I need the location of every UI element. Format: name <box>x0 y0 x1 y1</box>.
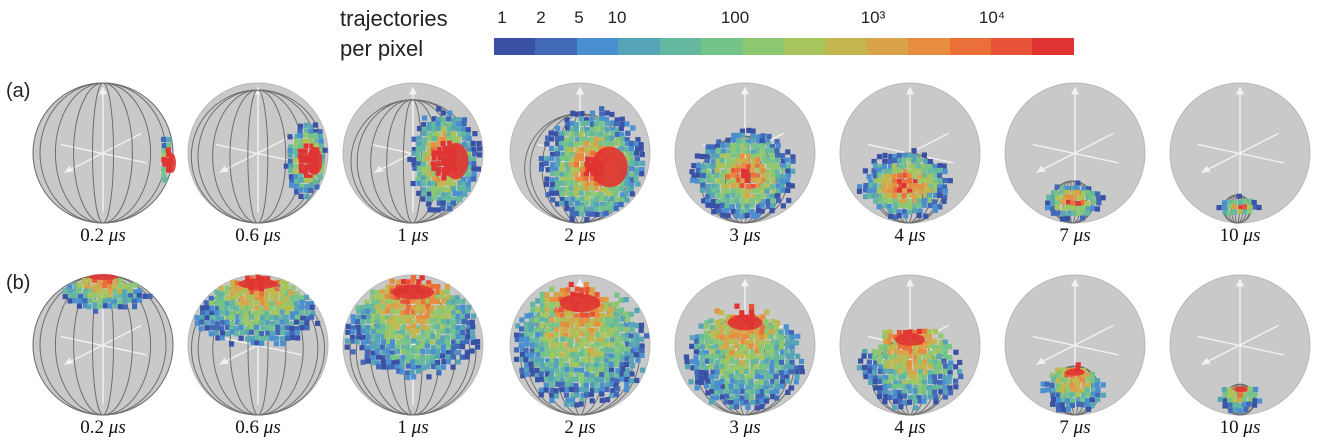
bloch-sphere-b-8 <box>1169 274 1311 416</box>
colorbar-tick: 1 <box>497 8 507 27</box>
time-unit: μs <box>108 225 126 246</box>
time-label: 4 μs <box>835 417 985 439</box>
time-unit: μs <box>1073 417 1091 438</box>
time-value: 10 <box>1219 225 1244 246</box>
time-label: 3 μs <box>670 225 820 247</box>
time-unit: μs <box>1243 417 1261 438</box>
time-value: 0.2 <box>80 417 109 438</box>
colorbar-segment <box>1032 38 1074 55</box>
time-label: 2 μs <box>505 225 655 247</box>
legend-title-line1: trajectories <box>340 6 448 31</box>
time-unit: μs <box>1243 225 1261 246</box>
time-unit: μs <box>578 417 596 438</box>
colorbar-segment <box>866 38 909 55</box>
time-unit: μs <box>1073 225 1091 246</box>
time-label: 0.6 μs <box>183 225 333 247</box>
legend-title-line2: per pixel <box>340 36 424 61</box>
time-label: 10 μs <box>1165 225 1315 247</box>
time-label: 0.2 μs <box>28 225 178 247</box>
time-value: 3 <box>729 417 744 438</box>
colorbar-segment <box>783 38 826 55</box>
bloch-sphere-b-2 <box>187 274 329 416</box>
time-value: 7 <box>1059 225 1074 246</box>
time-label: 2 μs <box>505 417 655 439</box>
colorbar <box>494 38 1074 55</box>
colorbar-tick: 100 <box>720 8 750 27</box>
bloch-sphere-a-5 <box>674 82 816 224</box>
colorbar-segment <box>576 38 619 55</box>
colorbar-tick: 2 <box>536 8 546 27</box>
bloch-sphere-b-7 <box>1004 274 1146 416</box>
time-value: 4 <box>894 417 909 438</box>
time-label: 7 μs <box>1000 225 1150 247</box>
time-label: 1 μs <box>338 225 488 247</box>
time-value: 0.6 <box>235 417 264 438</box>
colorbar-segment <box>535 38 577 55</box>
bloch-sphere-a-2 <box>187 82 329 224</box>
time-value: 2 <box>564 417 579 438</box>
time-label: 0.2 μs <box>28 417 178 439</box>
colorbar-tick: 10 <box>607 8 627 27</box>
bloch-sphere-a-1 <box>32 82 176 224</box>
bloch-sphere-a-3 <box>342 82 484 224</box>
legend-title: trajectories per pixel <box>340 4 448 64</box>
colorbar-segment <box>949 38 992 55</box>
time-label: 1 μs <box>338 417 488 439</box>
bloch-sphere-a-8 <box>1169 82 1311 224</box>
colorbar-ticks: 1 2 5 10 100 10³ 10⁴ <box>0 8 1329 34</box>
time-unit: μs <box>411 417 429 438</box>
time-value: 0.6 <box>235 225 264 246</box>
time-unit: μs <box>743 225 761 246</box>
colorbar-segment <box>659 38 702 55</box>
time-unit: μs <box>411 225 429 246</box>
time-value: 2 <box>564 225 579 246</box>
row-label-b: (b) <box>6 272 31 294</box>
time-unit: μs <box>578 225 596 246</box>
time-value: 4 <box>894 225 909 246</box>
bloch-sphere-b-3 <box>342 274 484 416</box>
time-value: 10 <box>1219 417 1244 438</box>
time-value: 0.2 <box>80 225 109 246</box>
colorbar-tick: 10⁴ <box>978 8 1006 27</box>
time-value: 3 <box>729 225 744 246</box>
colorbar-segment <box>618 38 660 55</box>
time-unit: μs <box>108 417 126 438</box>
time-unit: μs <box>908 225 926 246</box>
time-unit: μs <box>743 417 761 438</box>
colorbar-segment <box>991 38 1033 55</box>
time-unit: μs <box>908 417 926 438</box>
time-value: 1 <box>397 225 412 246</box>
colorbar-segment <box>701 38 743 55</box>
time-unit: μs <box>263 417 281 438</box>
time-label: 4 μs <box>835 225 985 247</box>
time-unit: μs <box>263 225 281 246</box>
colorbar-segment <box>742 38 784 55</box>
bloch-sphere-b-1 <box>32 274 174 416</box>
row-label-a: (a) <box>6 80 31 102</box>
time-value: 7 <box>1059 417 1074 438</box>
colorbar-segment <box>825 38 867 55</box>
bloch-sphere-a-6 <box>839 82 981 224</box>
time-value: 1 <box>397 417 412 438</box>
time-label: 7 μs <box>1000 417 1150 439</box>
colorbar-segment <box>908 38 950 55</box>
bloch-sphere-b-4 <box>509 274 651 416</box>
bloch-sphere-b-5 <box>674 274 816 416</box>
bloch-sphere-a-7 <box>1004 82 1146 224</box>
colorbar-tick: 10³ <box>860 8 886 27</box>
colorbar-segment <box>494 38 536 55</box>
bloch-sphere-b-6 <box>839 274 981 416</box>
bloch-sphere-a-4 <box>509 82 651 224</box>
time-label: 0.6 μs <box>183 417 333 439</box>
colorbar-tick: 5 <box>574 8 584 27</box>
time-label: 3 μs <box>670 417 820 439</box>
time-label: 10 μs <box>1165 417 1315 439</box>
